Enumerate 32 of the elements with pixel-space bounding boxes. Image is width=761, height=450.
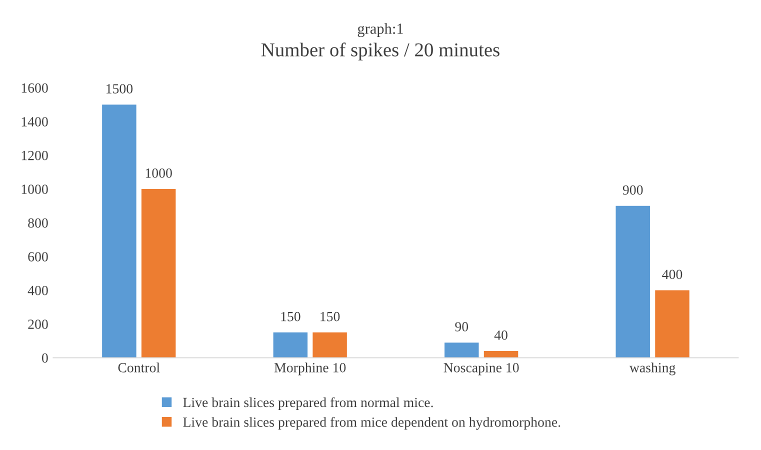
y-tick-label: 1600 — [22, 83, 48, 93]
chart-subtitle: Number of spikes / 20 minutes — [261, 42, 500, 60]
data-label: 900 — [622, 185, 643, 195]
y-tick-label: 1200 — [22, 150, 48, 160]
bar — [102, 104, 136, 358]
x-tick-label: washing — [629, 362, 676, 376]
data-label: 1000 — [146, 168, 172, 178]
data-label: 90 — [455, 322, 468, 332]
y-tick-label: 1000 — [22, 184, 48, 194]
legend-label: Live brain slices prepared from mice dependent on hydromorphone. — [183, 416, 560, 430]
y-tick-label: 200 — [28, 320, 48, 329]
y-tick-label: 600 — [28, 252, 48, 262]
y-tick-label: 0 — [42, 353, 48, 363]
bar — [655, 290, 690, 358]
y-tick-label: 1400 — [22, 117, 48, 126]
bar — [444, 342, 479, 358]
x-tick-label: Morphine 10 — [274, 362, 346, 376]
y-tick-label: 800 — [28, 218, 48, 228]
bar — [616, 206, 650, 358]
chart-title: graph:1 — [358, 23, 403, 38]
data-label: 150 — [320, 312, 340, 322]
legend-label: Live brain slices prepared from normal mice. — [183, 397, 433, 410]
bar — [273, 332, 308, 358]
data-label: 150 — [281, 312, 300, 322]
data-label: 1500 — [106, 84, 133, 94]
bar — [141, 189, 176, 358]
bar — [312, 332, 347, 358]
x-tick-label: Control — [118, 362, 160, 372]
data-label: 40 — [494, 330, 508, 340]
x-tick-label: Noscapine 10 — [444, 363, 519, 376]
data-label: 400 — [662, 270, 682, 280]
y-tick-label: 400 — [28, 286, 48, 296]
